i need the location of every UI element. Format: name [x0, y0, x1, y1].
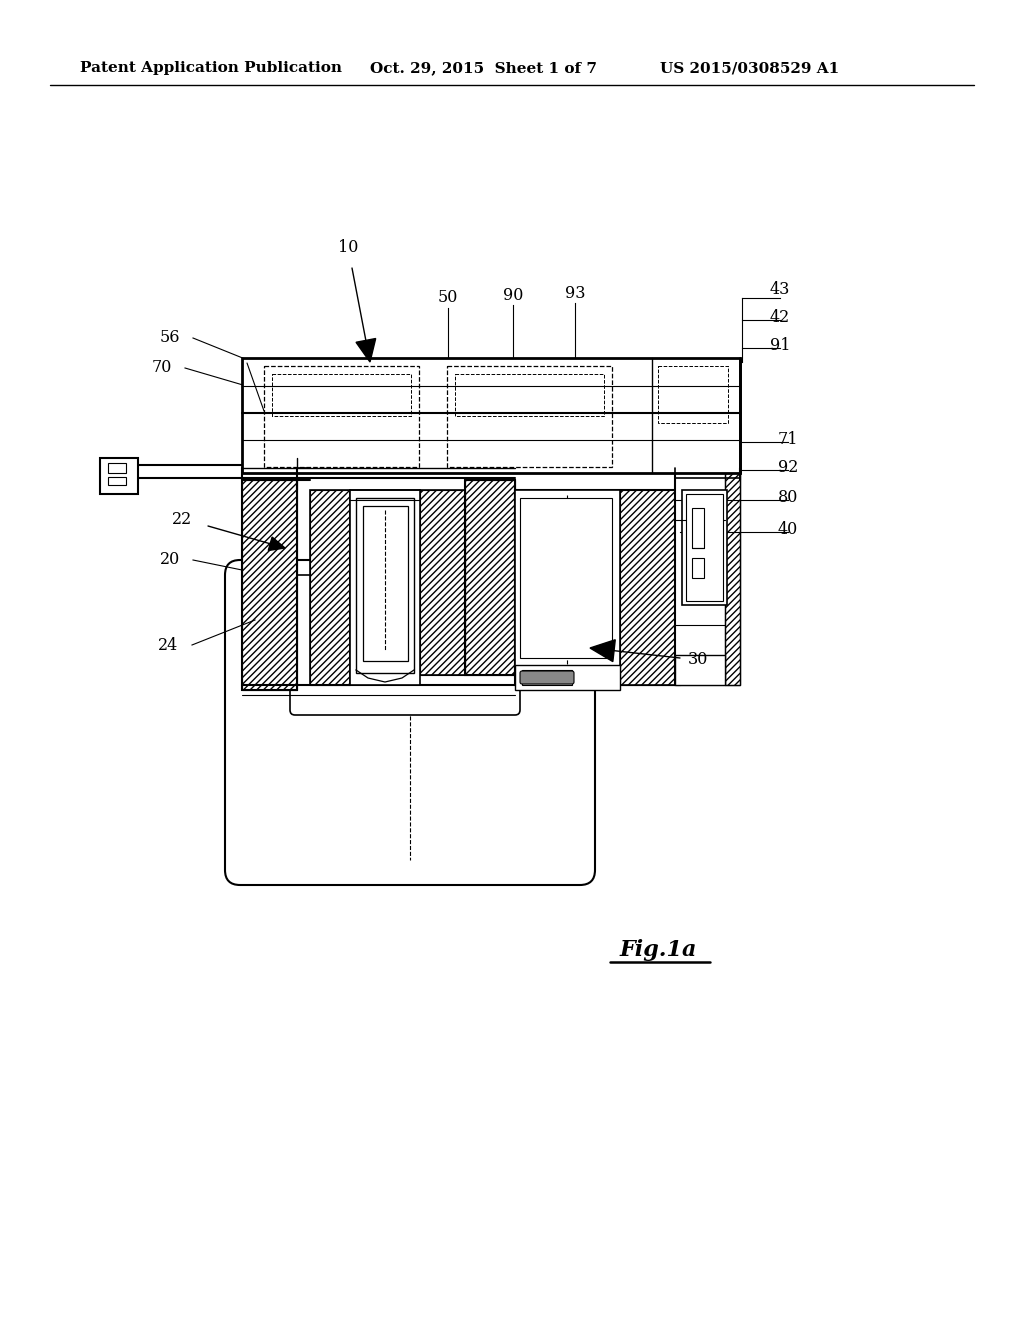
- Bar: [620, 490, 675, 685]
- Text: 20: 20: [160, 552, 180, 569]
- Text: 71: 71: [778, 432, 799, 449]
- Bar: [658, 366, 728, 422]
- FancyBboxPatch shape: [225, 560, 595, 884]
- Bar: [620, 490, 675, 685]
- Bar: [356, 498, 414, 673]
- Text: 91: 91: [770, 337, 791, 354]
- Bar: [310, 490, 350, 685]
- Bar: [264, 366, 419, 467]
- Text: Fig.1a: Fig.1a: [620, 939, 696, 961]
- Text: 70: 70: [152, 359, 172, 376]
- Text: 43: 43: [770, 281, 791, 298]
- Text: 42: 42: [770, 309, 791, 326]
- Bar: [100, 458, 138, 494]
- Text: 93: 93: [565, 285, 586, 301]
- Bar: [686, 494, 723, 601]
- Text: Patent Application Publication: Patent Application Publication: [80, 61, 342, 75]
- Bar: [520, 498, 612, 657]
- Bar: [682, 490, 727, 605]
- Bar: [108, 477, 126, 484]
- Text: 30: 30: [688, 652, 709, 668]
- Text: 80: 80: [778, 490, 798, 507]
- Bar: [692, 508, 705, 548]
- Text: US 2015/0308529 A1: US 2015/0308529 A1: [660, 61, 840, 75]
- Bar: [465, 480, 515, 675]
- Bar: [515, 490, 620, 685]
- Bar: [242, 480, 297, 690]
- Text: 24: 24: [158, 636, 178, 653]
- Bar: [272, 374, 411, 416]
- Text: 22: 22: [172, 511, 193, 528]
- Bar: [350, 490, 420, 685]
- Bar: [362, 506, 408, 661]
- Bar: [310, 490, 350, 685]
- Bar: [242, 480, 297, 690]
- Bar: [522, 671, 572, 685]
- Polygon shape: [268, 537, 285, 550]
- Text: 92: 92: [778, 459, 798, 477]
- Bar: [692, 558, 705, 578]
- Text: 40: 40: [778, 521, 798, 539]
- Bar: [108, 463, 126, 473]
- FancyBboxPatch shape: [520, 671, 574, 684]
- Polygon shape: [590, 640, 615, 661]
- Text: 90: 90: [503, 286, 523, 304]
- Text: Oct. 29, 2015  Sheet 1 of 7: Oct. 29, 2015 Sheet 1 of 7: [370, 61, 597, 75]
- Bar: [725, 470, 740, 685]
- Bar: [420, 490, 465, 675]
- Bar: [675, 655, 725, 685]
- Bar: [465, 480, 515, 675]
- Bar: [242, 358, 740, 473]
- Text: 10: 10: [338, 239, 358, 256]
- Bar: [675, 470, 740, 685]
- Bar: [420, 490, 465, 675]
- FancyBboxPatch shape: [290, 576, 520, 715]
- Text: 50: 50: [438, 289, 458, 306]
- Text: 56: 56: [160, 330, 180, 346]
- Bar: [515, 490, 680, 685]
- Bar: [447, 366, 612, 467]
- Polygon shape: [356, 338, 376, 362]
- Bar: [725, 470, 740, 685]
- Bar: [515, 665, 620, 690]
- Bar: [455, 374, 604, 416]
